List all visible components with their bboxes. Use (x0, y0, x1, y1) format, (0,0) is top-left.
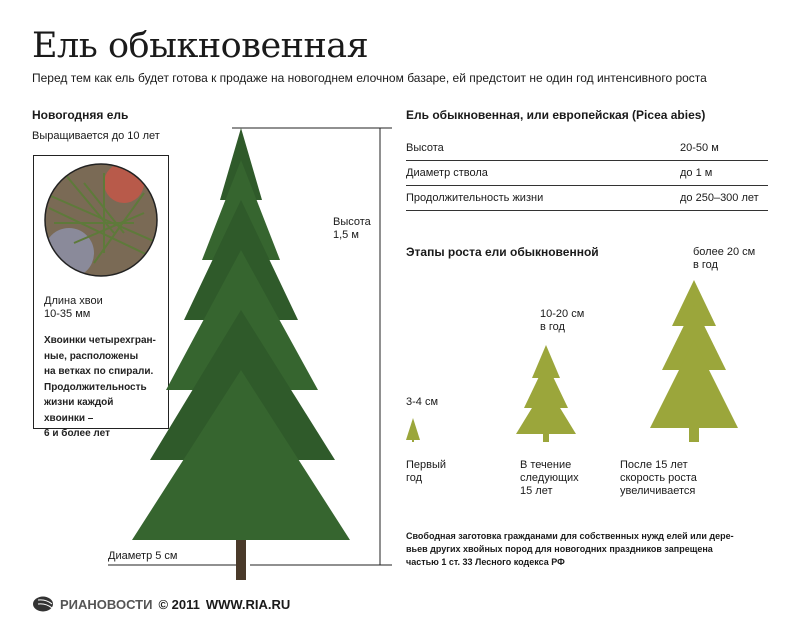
growth-stage-trees (406, 280, 738, 442)
needle-description: Хвоинки четырехгран-ные, расположены на в… (44, 335, 156, 439)
page-title: Ель обыкновенная (32, 26, 369, 66)
website-url: WWW.RIA.RU (205, 596, 291, 612)
species-heading: Ель обыкновенная, или европейская (Picea… (406, 108, 706, 122)
stage3-tree (650, 280, 738, 442)
stage2-period: В течение следующих 15 лет (520, 459, 579, 497)
species-row: Продолжительность жизни до 250–300 лет (406, 186, 768, 211)
needle-length-label: Длина хвои (44, 295, 103, 307)
legal-note: Свободная заготовка гражданами для собст… (406, 531, 734, 567)
stage1-period: Первый год (406, 459, 447, 484)
species-row: Высота 20-50 м (406, 136, 768, 161)
stage3-rate: более 20 см в год (693, 246, 756, 271)
left-subheading: Выращивается до 10 лет (32, 130, 160, 142)
left-heading: Новогодняя ель (32, 108, 129, 122)
needle-length-value: 10-35 мм (44, 308, 91, 320)
brand-name: РИАНОВОСТИ (60, 596, 153, 612)
stage1-rate: 3-4 см (406, 396, 439, 408)
stage2-rate: 10-20 см в год (540, 308, 585, 333)
footer: РИАНОВОСТИ © 2011 WWW.RIA.RU (32, 596, 290, 612)
trunk-diameter-label: Диаметр 5 см (108, 550, 178, 562)
tree-height-label: Высота 1,5 м (333, 216, 371, 241)
species-row: Диаметр ствола до 1 м (406, 161, 768, 186)
tree-trunk (236, 520, 246, 580)
growth-heading: Этапы роста ели обыкновенной (406, 245, 599, 259)
needle-info-box: Длина хвои 10-35 мм Хвоинки четырехгран-… (33, 155, 169, 439)
stage2-tree (516, 345, 576, 442)
ria-logo-icon (33, 596, 53, 612)
subtitle: Перед тем как ель будет готова к продаже… (32, 71, 707, 85)
stage1-tree (406, 418, 420, 442)
copyright: © 2011 (158, 596, 200, 612)
height-dimension-line (108, 127, 392, 566)
spruce-tree (132, 128, 350, 540)
needle-closeup-image (44, 163, 158, 277)
stage3-period: После 15 лет скорость роста увеличивается (620, 459, 697, 497)
